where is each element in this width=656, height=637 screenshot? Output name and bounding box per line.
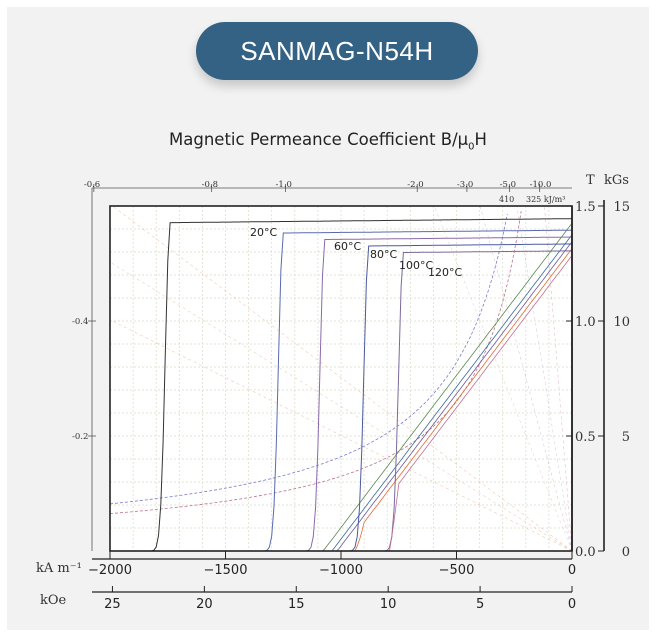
chart-title-main: Magnetic Permeance Coefficient B/μ [169, 130, 469, 149]
tesla-tick-label-0: 0.0 [575, 545, 596, 560]
chart-title-tail: H [474, 130, 487, 149]
tesla-tick-label-1: 0.5 [575, 430, 596, 445]
top-permeance-label-6: -10.0 [530, 180, 552, 190]
koe-tick-label-4: 5 [476, 597, 484, 612]
tesla-tick-label-2: 1.0 [575, 315, 596, 330]
ka-tick-label-3: −500 [439, 563, 475, 578]
curve-label-2: 80°C [370, 248, 397, 261]
kgs-tick-label-0: 0 [622, 545, 630, 560]
kgs-tick-label-1: 5 [622, 430, 630, 445]
koe-tick-label-5: 0 [568, 597, 576, 612]
koe-tick-label-3: 10 [380, 597, 397, 612]
permeance-lines [110, 206, 572, 551]
permeance-line [110, 261, 572, 551]
curve-label-4: 120°C [428, 266, 462, 279]
top-permeance-label-4: -3.0 [457, 180, 473, 190]
energy-product-curves [110, 211, 522, 514]
intrinsic-curve-60°C [255, 229, 572, 551]
kgs-tick-label-3: 15 [613, 200, 630, 215]
intrinsic-curve-100°C [341, 243, 572, 551]
left-permeance-label-1: -0.2 [72, 432, 88, 442]
intrinsic-curve-120°C [375, 250, 572, 551]
intrinsic-curve-20°C [142, 218, 572, 551]
koe-axis-label: kOe [40, 593, 67, 608]
koe-tick-label-0: 25 [104, 597, 121, 612]
top-permeance-label-0: -0.6 [84, 180, 100, 190]
top-permeance-label-3: -2.0 [407, 180, 423, 190]
kgs-axis-label: kGs [604, 173, 629, 188]
curve-label-0: 20°C [250, 226, 277, 239]
energy-label-325: 325 kJ/m³ [526, 195, 565, 204]
top-permeance-label-1: -0.8 [202, 180, 218, 190]
chart-title: Magnetic Permeance Coefficient B/μ0H [0, 130, 656, 152]
curve-label-1: 60°C [334, 240, 361, 253]
ka-tick-label-1: −1500 [204, 563, 248, 578]
top-permeance-label-5: -5.0 [500, 180, 516, 190]
normal-curve-20°C [156, 223, 572, 551]
ka-tick-label-0: −2000 [88, 563, 132, 578]
koe-tick-label-1: 20 [196, 597, 213, 612]
permeance-line [110, 319, 572, 551]
koe-tick-label-2: 15 [288, 597, 305, 612]
ka-tick-label-4: 0 [568, 563, 576, 578]
left-permeance-label-0: -0.4 [72, 317, 88, 327]
energy-label-410: 410 [499, 195, 514, 204]
tesla-axis-label: T [586, 173, 595, 188]
tesla-tick-label-3: 1.5 [575, 200, 596, 215]
product-banner: SANMAG-N54H [196, 22, 478, 80]
energy-curve-410 [110, 214, 508, 505]
normal-curve-120°C [389, 255, 572, 551]
normal-curve-60°C [269, 234, 572, 551]
curve-label-3: 100°C [399, 259, 433, 272]
banner-title: SANMAG-N54H [240, 35, 434, 66]
intrinsic-curve-80°C [297, 236, 572, 551]
ka-tick-label-2: −1000 [319, 563, 363, 578]
demagnetization-curves [142, 218, 572, 551]
chart-axes: -0.6 -0.8 -1.0 -2.0 -3.0 -5.0 -10.0 -0.4 -0.2 410… [36, 173, 630, 612]
top-permeance-label-2: -1.0 [276, 180, 292, 190]
permeance-line [112, 206, 572, 551]
ka-axis-label: kA m⁻¹ [36, 561, 82, 576]
normal-curve-80°C [311, 241, 572, 551]
chart-title-subscript: 0 [468, 141, 475, 153]
normal-curve-100°C [354, 248, 572, 551]
kgs-tick-label-2: 10 [613, 315, 630, 330]
